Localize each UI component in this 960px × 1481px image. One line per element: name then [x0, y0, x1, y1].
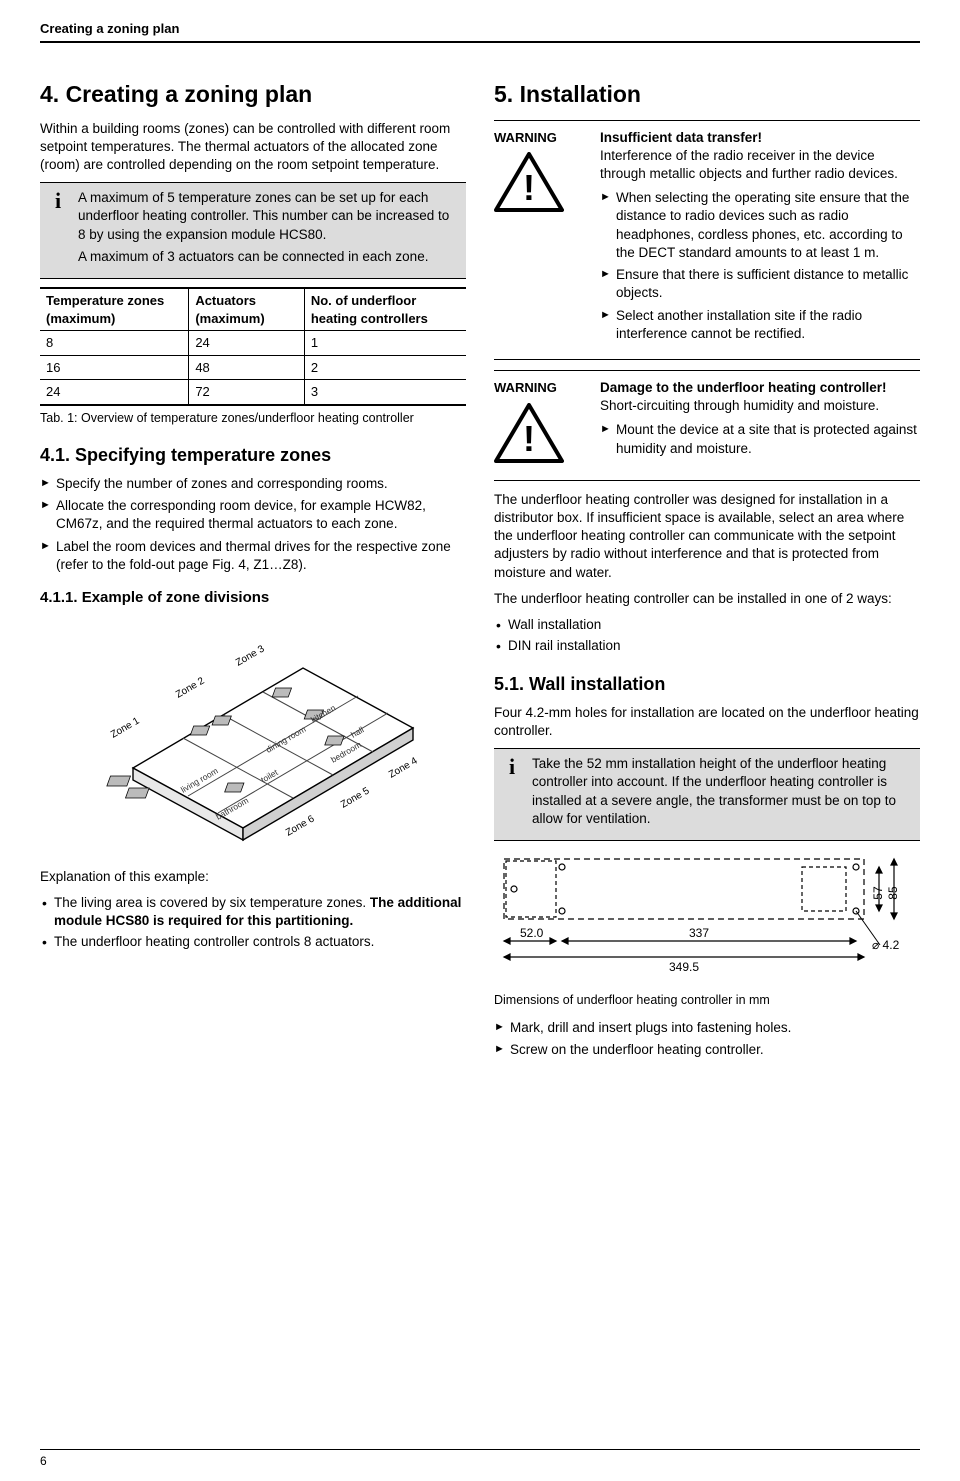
warning-label: WARNING: [494, 379, 586, 397]
table-caption: Tab. 1: Overview of temperature zones/un…: [40, 410, 466, 427]
heading-4-1: 4.1. Specifying temperature zones: [40, 443, 466, 467]
info-p1: A maximum of 5 temperature zones can be …: [78, 189, 458, 244]
warning-steps: When selecting the operating site ensure…: [600, 189, 920, 343]
heading-4-1-1: 4.1.1. Example of zone divisions: [40, 588, 466, 608]
final-step: Mark, drill and insert plugs into fasten…: [494, 1019, 920, 1037]
th-actuators: Actuators (maximum): [189, 288, 305, 331]
warning-step: Select another installation site if the …: [600, 307, 920, 343]
info-text: Take the 52 mm installation height of th…: [532, 755, 912, 832]
warning-steps: Mount the device at a site that is prote…: [600, 421, 920, 457]
explanation-list: The living area is covered by six temper…: [40, 894, 466, 952]
intro-para: Within a building rooms (zones) can be c…: [40, 120, 466, 175]
cell: 1: [304, 331, 466, 356]
warning-para: Short-circuiting through humidity and mo…: [600, 397, 920, 415]
dimension-drawing: 52.0 337 349.5 57 85 ⌀ 4.2: [494, 849, 920, 984]
install-way: Wall installation: [494, 616, 920, 634]
step-item: Specify the number of zones and correspo…: [40, 475, 466, 493]
cell: 24: [40, 380, 189, 405]
heading-4: 4. Creating a zoning plan: [40, 79, 466, 110]
dim-outer-w: 349.5: [669, 960, 699, 974]
info-box-install-height: i Take the 52 mm installation height of …: [494, 748, 920, 841]
warning-body: Damage to the underfloor heating control…: [600, 379, 920, 470]
zone-label: Zone 3: [234, 644, 267, 669]
explanation-item: The living area is covered by six temper…: [40, 894, 466, 930]
install-p2: The underfloor heating controller can be…: [494, 590, 920, 608]
cell: 48: [189, 355, 305, 380]
page-header: Creating a zoning plan: [40, 20, 920, 43]
explanation-item: The underfloor heating controller contro…: [40, 933, 466, 951]
cell: 3: [304, 380, 466, 405]
page-number: 6: [40, 1449, 920, 1469]
cell: 72: [189, 380, 305, 405]
heading-5-1: 5.1. Wall installation: [494, 672, 920, 696]
warning-body: Insufficient data transfer! Interference…: [600, 129, 920, 349]
warning-title: Damage to the underfloor heating control…: [600, 380, 887, 395]
warning-damage: WARNING ! Damage to the underfloor heati…: [494, 370, 920, 481]
final-steps: Mark, drill and insert plugs into fasten…: [494, 1019, 920, 1059]
warning-step: Ensure that there is sufficient distance…: [600, 266, 920, 302]
right-column: 5. Installation WARNING ! Insufficient d…: [494, 73, 920, 1066]
step-item: Allocate the corresponding room device, …: [40, 497, 466, 533]
dim-h-inner: 57: [871, 886, 885, 900]
info-icon: i: [502, 755, 522, 832]
zone-diagram-svg: Zone 1 Zone 2 Zone 3 Zone 4 Zone 5 Zone …: [73, 618, 433, 848]
info-p: Take the 52 mm installation height of th…: [532, 755, 912, 828]
zone-label: Zone 1: [109, 716, 142, 741]
cell: 8: [40, 331, 189, 356]
warning-step: When selecting the operating site ensure…: [600, 189, 920, 262]
dims-caption: Dimensions of underfloor heating control…: [494, 992, 920, 1009]
zone-label: Zone 4: [387, 756, 420, 781]
svg-text:!: !: [523, 418, 535, 459]
h51-para: Four 4.2-mm holes for installation are l…: [494, 704, 920, 740]
warning-triangle-icon: !: [494, 403, 564, 465]
warning-para: Interference of the radio receiver in th…: [600, 147, 920, 183]
warning-triangle-icon: !: [494, 152, 564, 214]
th-controllers: No. of underfloor heating controllers: [304, 288, 466, 331]
cell: 24: [189, 331, 305, 356]
info-text: A maximum of 5 temperature zones can be …: [78, 189, 458, 270]
dim-inner-w: 337: [689, 926, 709, 940]
zone-label: Zone 6: [284, 814, 317, 839]
install-ways: Wall installation DIN rail installation: [494, 616, 920, 655]
dim-h-outer: 85: [886, 886, 900, 900]
zone-label: Zone 2: [174, 676, 207, 701]
explanation-title: Explanation of this example:: [40, 868, 466, 886]
left-column: 4. Creating a zoning plan Within a build…: [40, 73, 466, 1066]
th-zones: Temperature zones (maximum): [40, 288, 189, 331]
heading-5: 5. Installation: [494, 79, 920, 110]
dimension-svg: 52.0 337 349.5 57 85 ⌀ 4.2: [494, 849, 914, 979]
table-row: 24 72 3: [40, 380, 466, 405]
zone-diagram: Zone 1 Zone 2 Zone 3 Zone 4 Zone 5 Zone …: [40, 618, 466, 853]
install-p1: The underfloor heating controller was de…: [494, 491, 920, 582]
warning-label: WARNING: [494, 129, 586, 147]
two-column-layout: 4. Creating a zoning plan Within a build…: [40, 73, 920, 1066]
info-box-zones: i A maximum of 5 temperature zones can b…: [40, 182, 466, 279]
zones-table: Temperature zones (maximum) Actuators (m…: [40, 287, 466, 406]
cell: 16: [40, 355, 189, 380]
svg-text:!: !: [523, 167, 535, 208]
steps-4-1: Specify the number of zones and correspo…: [40, 475, 466, 574]
warning-data-transfer: WARNING ! Insufficient data transfer! In…: [494, 120, 920, 360]
dim-left-w: 52.0: [520, 926, 544, 940]
warning-left: WARNING !: [494, 379, 586, 470]
cell: 2: [304, 355, 466, 380]
step-item: Label the room devices and thermal drive…: [40, 538, 466, 574]
warning-step: Mount the device at a site that is prote…: [600, 421, 920, 457]
info-icon: i: [48, 189, 68, 270]
info-p2: A maximum of 3 actuators can be connecte…: [78, 248, 458, 266]
warning-title: Insufficient data transfer!: [600, 130, 762, 145]
zone-label: Zone 5: [339, 786, 372, 811]
install-way: DIN rail installation: [494, 637, 920, 655]
table-row: 8 24 1: [40, 331, 466, 356]
final-step: Screw on the underfloor heating controll…: [494, 1041, 920, 1059]
warning-left: WARNING !: [494, 129, 586, 349]
table-row: 16 48 2: [40, 355, 466, 380]
